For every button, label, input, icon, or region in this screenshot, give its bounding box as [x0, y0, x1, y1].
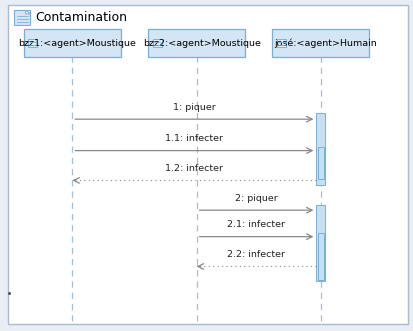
Text: bzz2:<agent>Moustique: bzz2:<agent>Moustique [142, 38, 260, 48]
Text: bzz1:<agent>Moustique: bzz1:<agent>Moustique [19, 38, 136, 48]
Text: 1.2: infecter: 1.2: infecter [165, 164, 223, 173]
Text: josé:<agent>Humain: josé:<agent>Humain [274, 38, 376, 48]
Bar [316, 205, 325, 281]
Polygon shape [26, 10, 30, 14]
Bar [271, 29, 368, 57]
Text: 2: piquer: 2: piquer [235, 194, 277, 203]
Text: 2.2: infecter: 2.2: infecter [227, 250, 285, 259]
Bar [148, 29, 244, 57]
Bar [152, 39, 161, 47]
Text: 1: piquer: 1: piquer [173, 103, 215, 112]
Bar [24, 29, 121, 57]
Bar [317, 147, 323, 179]
Text: 2.1: infecter: 2.1: infecter [227, 220, 285, 229]
Bar [316, 113, 325, 185]
Text: 1.1: infecter: 1.1: infecter [165, 134, 223, 143]
Bar [14, 10, 30, 25]
Bar [276, 39, 285, 47]
Bar [317, 233, 323, 280]
Text: Contamination: Contamination [35, 11, 127, 24]
Bar [28, 39, 37, 47]
